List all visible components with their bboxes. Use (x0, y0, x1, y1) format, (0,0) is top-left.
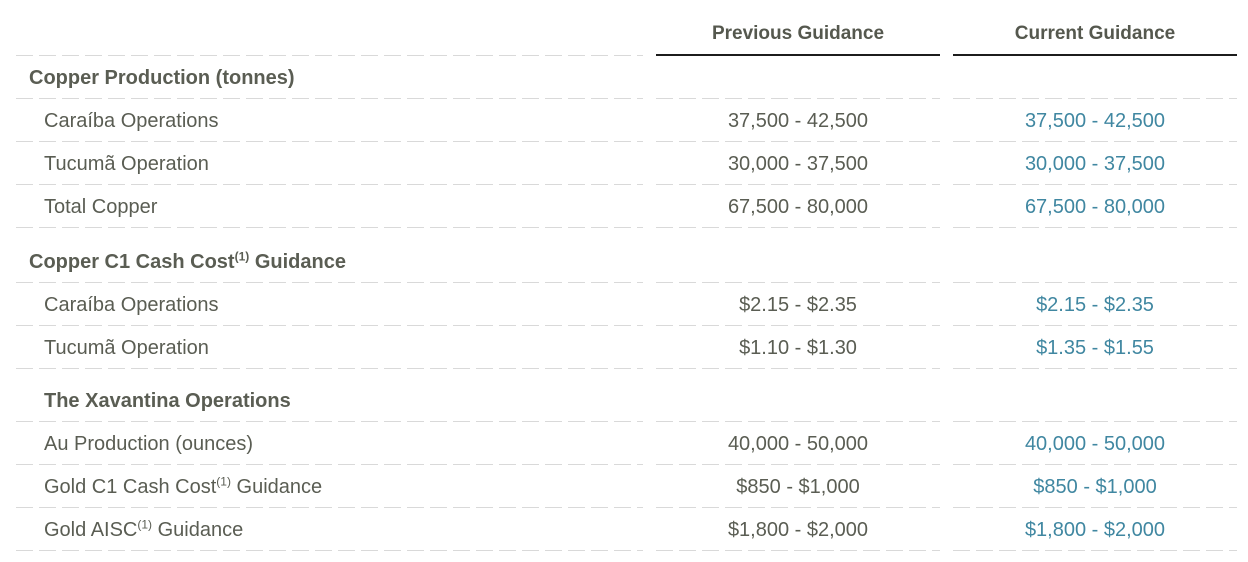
current-guidance-value: $850 - $1,000 (953, 465, 1237, 508)
previous-guidance-value: $1,800 - $2,000 (656, 508, 940, 551)
current-guidance-value: $1,800 - $2,000 (953, 508, 1237, 551)
row-label: Au Production (ounces) (16, 422, 643, 465)
header-spacer-cell (16, 0, 643, 56)
previous-guidance-value: $1.10 - $1.30 (656, 326, 940, 369)
row-label: Total Copper (16, 185, 643, 228)
section-row-copper-production: Copper Production (tonnes) (16, 56, 1237, 99)
table-row-total-copper: Total Copper 67,500 - 80,000 67,500 - 80… (16, 185, 1237, 228)
current-guidance-value: $1.35 - $1.55 (953, 326, 1237, 369)
table-row-tucuma-production: Tucumã Operation 30,000 - 37,500 30,000 … (16, 142, 1237, 185)
previous-guidance-value: 40,000 - 50,000 (656, 422, 940, 465)
row-label: Tucumã Operation (16, 326, 643, 369)
footnote-superscript: (1) (216, 473, 231, 488)
empty-cell (953, 56, 1237, 99)
empty-cell (656, 240, 940, 283)
current-guidance-value: 30,000 - 37,500 (953, 142, 1237, 185)
section-header-copper-production: Copper Production (tonnes) (16, 56, 643, 99)
column-header-previous-guidance: Previous Guidance (656, 0, 940, 56)
column-header-current-guidance: Current Guidance (953, 0, 1237, 56)
previous-guidance-value: 67,500 - 80,000 (656, 185, 940, 228)
section-header-xavantina: The Xavantina Operations (16, 379, 643, 422)
current-guidance-value: 40,000 - 50,000 (953, 422, 1237, 465)
table-row-au-production: Au Production (ounces) 40,000 - 50,000 4… (16, 422, 1237, 465)
guidance-table: Previous Guidance Current Guidance Coppe… (16, 0, 1237, 551)
row-label: Caraíba Operations (16, 99, 643, 142)
current-guidance-value: 37,500 - 42,500 (953, 99, 1237, 142)
row-label: Caraíba Operations (16, 283, 643, 326)
footnote-superscript: (1) (137, 516, 153, 531)
empty-cell (953, 240, 1237, 283)
empty-cell (656, 56, 940, 99)
section-header-copper-c1: Copper C1 Cash Cost(1) Guidance (16, 240, 643, 283)
previous-guidance-value: $2.15 - $2.35 (656, 283, 940, 326)
table-row-gold-aisc: Gold AISC(1) Guidance $1,800 - $2,000 $1… (16, 508, 1237, 551)
previous-guidance-value: $850 - $1,000 (656, 465, 940, 508)
current-guidance-value: 67,500 - 80,000 (953, 185, 1237, 228)
previous-guidance-value: 30,000 - 37,500 (656, 142, 940, 185)
previous-guidance-value: 37,500 - 42,500 (656, 99, 940, 142)
table-header-row: Previous Guidance Current Guidance (16, 0, 1237, 56)
row-label: Tucumã Operation (16, 142, 643, 185)
empty-cell (953, 379, 1237, 422)
current-guidance-value: $2.15 - $2.35 (953, 283, 1237, 326)
table-row-caraiba-cost: Caraíba Operations $2.15 - $2.35 $2.15 -… (16, 283, 1237, 326)
table-row-tucuma-cost: Tucumã Operation $1.10 - $1.30 $1.35 - $… (16, 326, 1237, 369)
empty-cell (656, 379, 940, 422)
row-label: Gold C1 Cash Cost(1) Guidance (16, 465, 643, 508)
footnote-superscript: (1) (234, 248, 250, 263)
section-row-xavantina: The Xavantina Operations (16, 379, 1237, 422)
table-row-caraiba-production: Caraíba Operations 37,500 - 42,500 37,50… (16, 99, 1237, 142)
row-label: Gold AISC(1) Guidance (16, 508, 643, 551)
table-row-gold-c1: Gold C1 Cash Cost(1) Guidance $850 - $1,… (16, 465, 1237, 508)
section-row-copper-c1: Copper C1 Cash Cost(1) Guidance (16, 240, 1237, 283)
